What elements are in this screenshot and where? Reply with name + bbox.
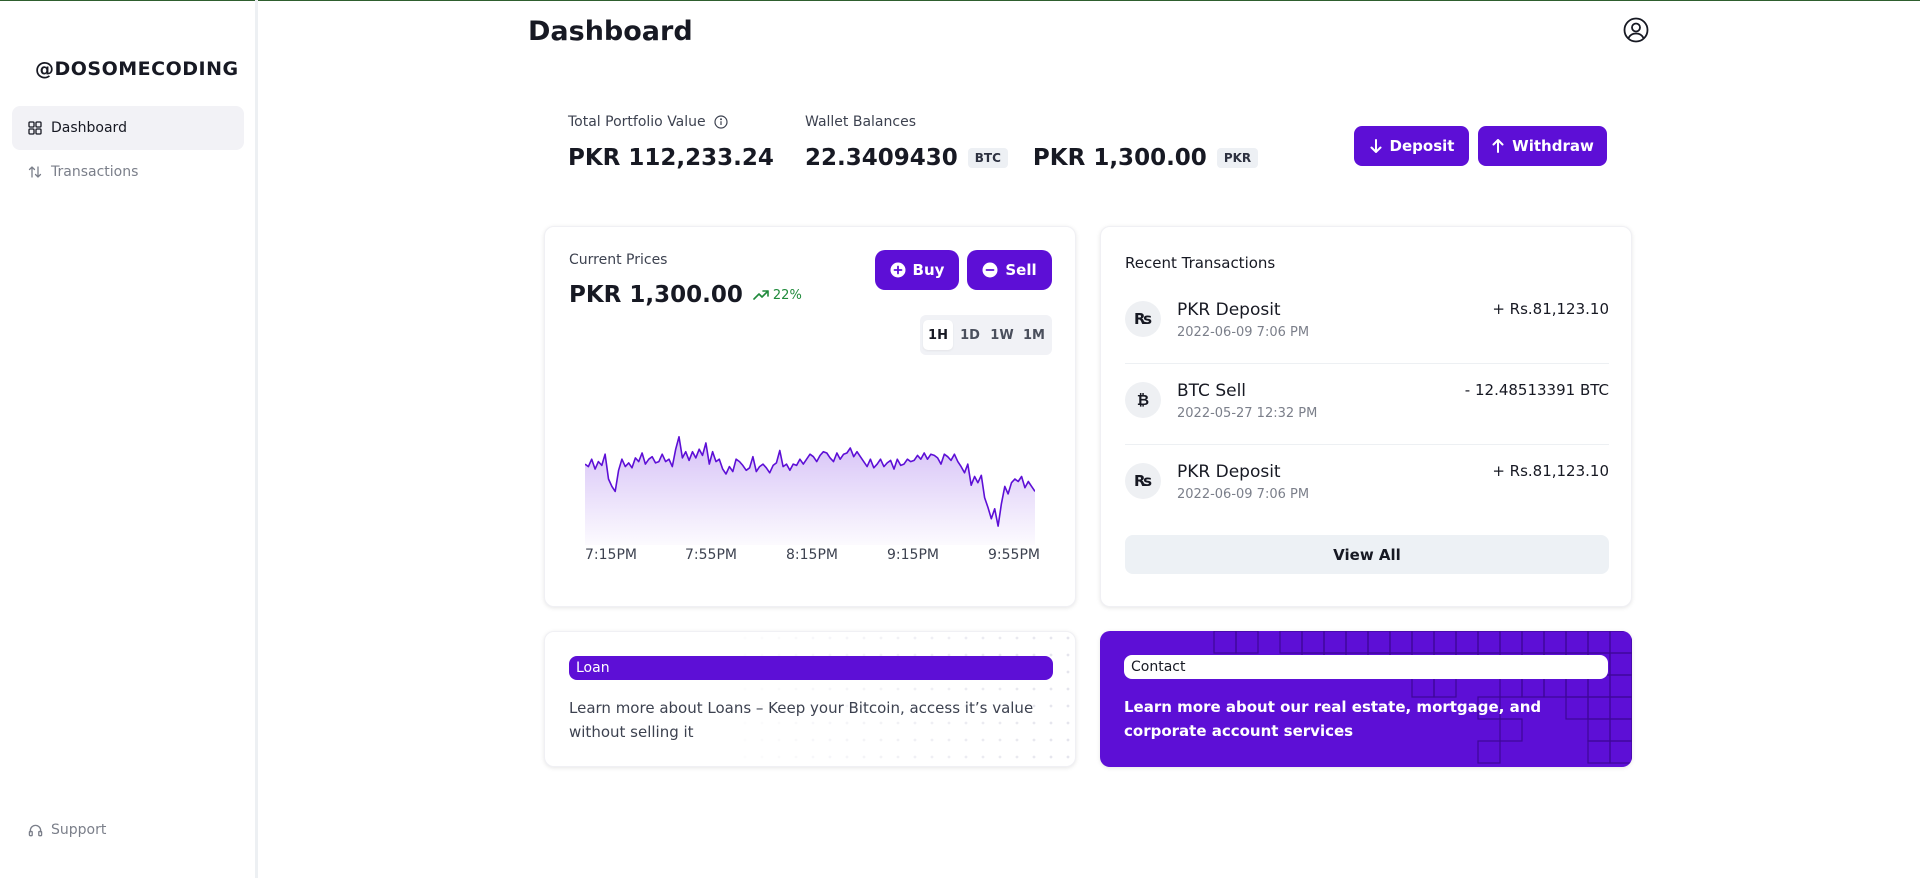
info-icon[interactable] <box>714 115 728 129</box>
user-circle-icon[interactable] <box>1623 17 1649 43</box>
contact-tag: Contact <box>1124 655 1608 679</box>
transaction-title: PKR Deposit <box>1177 300 1281 320</box>
divider <box>1125 363 1609 364</box>
minus-circle-icon <box>982 262 998 278</box>
sidebar-item-transactions[interactable]: Transactions <box>12 150 244 194</box>
x-tick-label: 9:55PM <box>988 547 1040 563</box>
transaction-amount: + Rs.81,123.10 <box>1492 462 1609 480</box>
grid-icon <box>28 121 42 135</box>
timeframe-1d[interactable]: 1D <box>960 327 980 343</box>
arrow-down-icon <box>1370 139 1382 153</box>
transaction-amount: - 12.48513391 BTC <box>1464 381 1609 399</box>
timeframe-selector: 1H 1D 1W 1M <box>920 315 1052 355</box>
btc-balance: 22.3409430 <box>805 145 958 171</box>
wallet-balances-row: 22.3409430 BTC PKR 1,300.00 PKR <box>805 145 1259 171</box>
view-all-button[interactable]: View All <box>1125 535 1609 574</box>
price-line <box>585 436 1035 527</box>
x-tick-label: 7:15PM <box>585 547 637 563</box>
loan-banner[interactable]: Loan Learn more about Loans – Keep your … <box>544 631 1076 767</box>
sell-label: Sell <box>1005 261 1037 279</box>
recent-transactions-card: Recent Transactions ₨ PKR Deposit 2022-0… <box>1100 226 1632 607</box>
x-tick-label: 9:15PM <box>887 547 939 563</box>
price-change: 22% <box>772 287 802 303</box>
transaction-amount: + Rs.81,123.10 <box>1492 300 1609 318</box>
trending-up-icon <box>753 290 769 300</box>
plus-circle-icon <box>890 262 906 278</box>
arrow-up-icon <box>1492 139 1504 153</box>
transaction-row[interactable]: ₨ PKR Deposit 2022-06-09 7:06 PM + Rs.81… <box>1125 453 1609 533</box>
sidebar: @DOSOMECODING Dashboard Transactions Sup… <box>0 0 258 878</box>
pkr-tag: PKR <box>1216 148 1259 168</box>
pkr-balance: PKR 1,300.00 <box>1032 145 1207 171</box>
deposit-button[interactable]: Deposit <box>1354 126 1469 166</box>
price-chart <box>585 436 1035 545</box>
sidebar-item-dashboard[interactable]: Dashboard <box>12 106 244 150</box>
total-portfolio-label-row: Total Portfolio Value <box>568 114 728 130</box>
x-tick-label: 8:15PM <box>786 547 838 563</box>
transaction-date: 2022-05-27 12:32 PM <box>1177 406 1318 421</box>
x-tick-label: 7:55PM <box>685 547 737 563</box>
deposit-label: Deposit <box>1389 137 1455 155</box>
transaction-date: 2022-06-09 7:06 PM <box>1177 325 1310 340</box>
transaction-row[interactable]: ₿ BTC Sell 2022-05-27 12:32 PM - 12.4851… <box>1125 372 1609 452</box>
sell-button[interactable]: Sell <box>967 250 1052 290</box>
current-prices-card: Current Prices PKR 1,300.00 22% Buy Sell… <box>544 226 1076 607</box>
headset-icon <box>28 824 43 836</box>
total-portfolio-value: PKR 112,233.24 <box>568 145 774 171</box>
support-link[interactable]: Support <box>28 822 106 838</box>
buy-label: Buy <box>912 261 945 279</box>
contact-text: Learn more about our real estate, mortga… <box>1124 698 1542 740</box>
wallet-balances-label: Wallet Balances <box>805 114 916 130</box>
sidebar-item-label: Dashboard <box>51 120 127 136</box>
recent-transactions-title: Recent Transactions <box>1125 254 1276 272</box>
transaction-row[interactable]: ₨ PKR Deposit 2022-06-09 7:06 PM + Rs.81… <box>1125 291 1609 371</box>
withdraw-label: Withdraw <box>1512 137 1594 155</box>
price-row: PKR 1,300.00 22% <box>569 282 802 308</box>
sidebar-item-label: Transactions <box>51 164 139 180</box>
timeframe-1m[interactable]: 1M <box>1023 327 1045 343</box>
timeframe-1w[interactable]: 1W <box>990 327 1014 343</box>
bitcoin-icon: ₿ <box>1125 382 1161 418</box>
contact-banner[interactable]: Contact Learn more about our real estate… <box>1100 631 1632 767</box>
transaction-title: BTC Sell <box>1177 381 1247 401</box>
rupee-icon: ₨ <box>1125 301 1161 337</box>
btc-tag: BTC <box>967 148 1008 168</box>
total-portfolio-label: Total Portfolio Value <box>568 114 706 130</box>
support-label: Support <box>51 822 107 838</box>
loan-text: Learn more about Loans – Keep your Bitco… <box>569 699 1034 741</box>
brand-logo: @DOSOMECODING <box>35 58 239 80</box>
arrows-up-down-icon <box>28 166 42 178</box>
page-title: Dashboard <box>528 16 693 47</box>
rupee-icon: ₨ <box>1125 463 1161 499</box>
withdraw-button[interactable]: Withdraw <box>1478 126 1607 166</box>
price-area <box>585 436 1035 545</box>
loan-tag: Loan <box>569 656 1053 680</box>
current-price-value: PKR 1,300.00 <box>569 282 743 308</box>
divider <box>1125 444 1609 445</box>
transaction-title: PKR Deposit <box>1177 462 1281 482</box>
window-top-border <box>0 0 1920 1</box>
transaction-date: 2022-06-09 7:06 PM <box>1177 487 1310 502</box>
timeframe-1h[interactable]: 1H <box>923 320 953 350</box>
buy-button[interactable]: Buy <box>875 250 959 290</box>
current-prices-label: Current Prices <box>569 252 668 268</box>
